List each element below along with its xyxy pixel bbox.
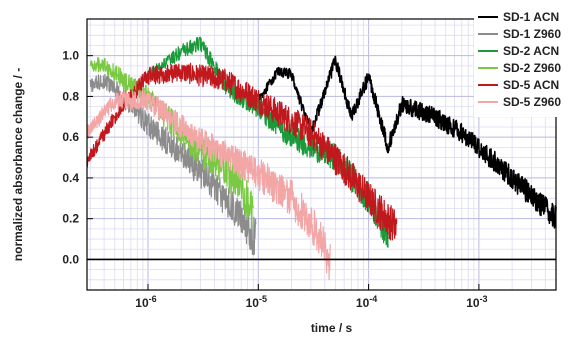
- legend-label: SD-1 Z960: [503, 27, 561, 41]
- series-line: [86, 89, 331, 281]
- plot-border: [86, 18, 557, 291]
- legend-label: SD-5 Z960: [503, 95, 561, 109]
- axes: 10-6 10-5 10-4 10-3 0.0 0.2 0.4 0.6 0.8 1.0: [62, 49, 487, 310]
- y-tick-label: 0.2: [62, 212, 79, 226]
- legend-background: [474, 9, 579, 117]
- legend-label: SD-1 ACN: [503, 10, 559, 24]
- y-axis-title: normalized absorbance change / -: [11, 68, 25, 261]
- x-tick-label: 10-4: [356, 294, 377, 310]
- series-layer: [86, 36, 557, 281]
- x-tick-label: 10-6: [135, 294, 156, 310]
- y-tick-label: 0.8: [62, 89, 79, 103]
- legend-label: SD-2 ACN: [503, 44, 559, 58]
- series-line: [86, 62, 398, 241]
- plot-frame: [86, 18, 557, 291]
- y-tick-label: 0.4: [62, 171, 79, 185]
- series-line: [89, 56, 254, 231]
- legend-label: SD-5 ACN: [503, 78, 559, 92]
- x-axis-title: time / s: [311, 321, 353, 335]
- series-line: [257, 55, 557, 229]
- y-tick-label: 0.0: [62, 252, 79, 266]
- y-tick-label: 0.6: [62, 130, 79, 144]
- legend-label: SD-2 Z960: [503, 61, 561, 75]
- y-tick-label: 1.0: [62, 49, 79, 63]
- x-tick-label: 10-3: [466, 294, 487, 310]
- x-tick-label: 10-5: [246, 294, 267, 310]
- legend: SD-1 ACN SD-1 Z960 SD-2 ACN SD-2 Z960 SD-5 A…: [474, 9, 579, 117]
